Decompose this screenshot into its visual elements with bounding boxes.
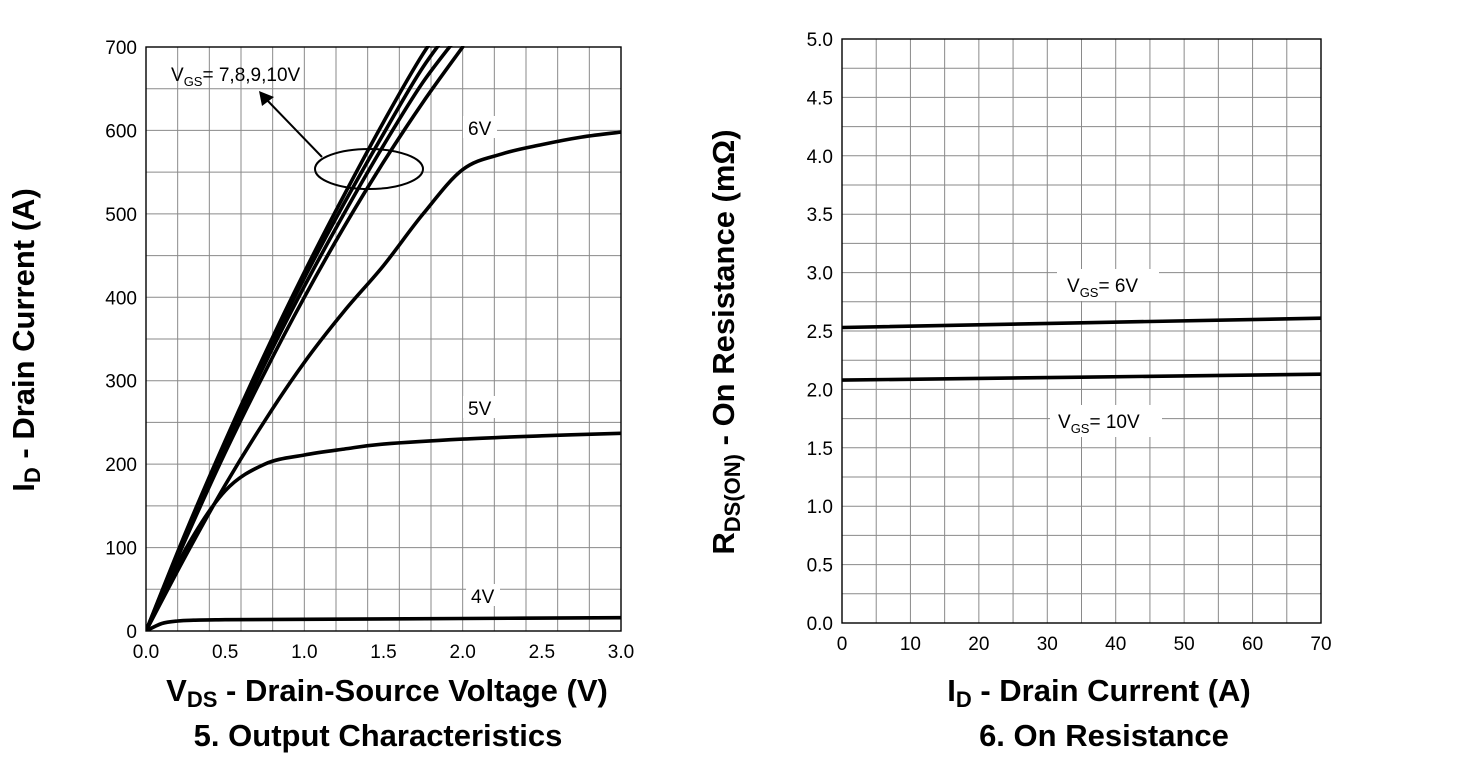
- plot-frame: [841, 38, 1322, 624]
- arrow-head: [259, 91, 274, 106]
- x-tick-label: 1.0: [291, 642, 317, 663]
- series-line-vgs-5v: [146, 431, 621, 631]
- label-4v: 4V: [471, 587, 495, 608]
- figure-caption-5: 5. Output Characteristics: [194, 718, 563, 753]
- x-tick-labels: 0 10 20 30 40 50 60 70: [837, 634, 1332, 655]
- y-tick-label: 400: [105, 288, 137, 309]
- y-tick-label: 500: [105, 205, 137, 226]
- series-line-vgs-6v: [842, 316, 1321, 330]
- vgs-group-annotation: [259, 91, 424, 190]
- x-tick-label: 1.5: [370, 642, 396, 663]
- x-tick-label: 30: [1037, 634, 1058, 655]
- arrow-shaft: [265, 98, 323, 158]
- y-tick-labels: 0 100 200 300 400 500 600 700: [105, 38, 137, 643]
- y-tick-label: 2.0: [807, 380, 833, 401]
- series-line-vgs-10v: [842, 372, 1321, 382]
- y-tick-label: 100: [105, 539, 137, 560]
- y-tick-label: 200: [105, 455, 137, 476]
- y-tick-label: 0: [126, 622, 137, 643]
- x-tick-label: 70: [1310, 634, 1331, 655]
- label-vgs6: VGS= 6V: [1067, 276, 1138, 300]
- x-tick-label: 0.0: [133, 642, 159, 663]
- output-characteristics-chart: 0.0 0.5 1.0 1.5 2.0 2.5 3.0 0 100 200 300 400 500 60…: [6, 38, 634, 753]
- y-tick-label: 4.5: [807, 88, 833, 109]
- y-tick-labels: 0.0 0.5 1.0 1.5 2.0 2.5 3.0 3.5 4.0 4.5 5.0: [807, 30, 833, 635]
- x-tick-label: 50: [1174, 634, 1195, 655]
- y-axis-title: RDS(ON) - On Resistance (mΩ): [706, 129, 745, 554]
- y-tick-label: 0.0: [807, 614, 833, 635]
- y-tick-label: 600: [105, 121, 137, 142]
- y-tick-label: 1.5: [807, 439, 833, 460]
- series-lines: [842, 316, 1321, 382]
- figure-caption-6: 6. On Resistance: [979, 718, 1229, 753]
- x-tick-label: 0.5: [212, 642, 238, 663]
- y-tick-label: 4.0: [807, 147, 833, 168]
- y-tick-label: 2.5: [807, 322, 833, 343]
- grid: [841, 38, 1322, 624]
- label-vgs6-bg: [1057, 269, 1159, 301]
- series-line-vgs-7v: [146, 46, 465, 631]
- x-tick-label: 2.0: [449, 642, 475, 663]
- y-tick-label: 5.0: [807, 30, 833, 51]
- vgs-group-label: VGS= 7,8,9,10V: [171, 65, 301, 89]
- y-axis-title: ID - Drain Current (A): [6, 188, 45, 492]
- series-curves: [146, 46, 621, 631]
- series-line-vgs-6v: [146, 130, 621, 631]
- group-ellipse: [314, 148, 424, 190]
- label-vgs10-bg: [1050, 405, 1162, 437]
- label-6v-bg: [463, 116, 497, 138]
- x-tick-label: 40: [1105, 634, 1126, 655]
- x-tick-label: 2.5: [529, 642, 555, 663]
- grid: [145, 46, 622, 632]
- label-6v: 6V: [468, 119, 492, 140]
- x-axis-title: VDS - Drain-Source Voltage (V): [166, 673, 608, 712]
- label-5v: 5V: [468, 399, 492, 420]
- series-line-vgs-4v: [146, 615, 621, 631]
- y-tick-label: 3.0: [807, 264, 833, 285]
- x-tick-label: 3.0: [608, 642, 634, 663]
- y-tick-label: 300: [105, 372, 137, 393]
- y-tick-label: 3.5: [807, 205, 833, 226]
- x-tick-labels: 0.0 0.5 1.0 1.5 2.0 2.5 3.0: [133, 642, 634, 663]
- on-resistance-chart: 0 10 20 30 40 50 60 70 0.0 0.5 1.0 1.5 2.0 2.5 3.0 3.5…: [706, 30, 1332, 753]
- plot-frame: [145, 46, 622, 632]
- x-tick-label: 20: [968, 634, 989, 655]
- y-tick-label: 1.0: [807, 497, 833, 518]
- x-tick-label: 60: [1242, 634, 1263, 655]
- label-4v-bg: [466, 584, 500, 606]
- x-tick-label: 0: [837, 634, 848, 655]
- x-tick-label: 10: [900, 634, 921, 655]
- y-tick-label: 0.5: [807, 556, 833, 577]
- label-vgs10: VGS= 10V: [1058, 412, 1140, 436]
- x-axis-title: ID - Drain Current (A): [947, 673, 1251, 712]
- y-tick-label: 700: [105, 38, 137, 59]
- label-5v-bg: [463, 396, 497, 418]
